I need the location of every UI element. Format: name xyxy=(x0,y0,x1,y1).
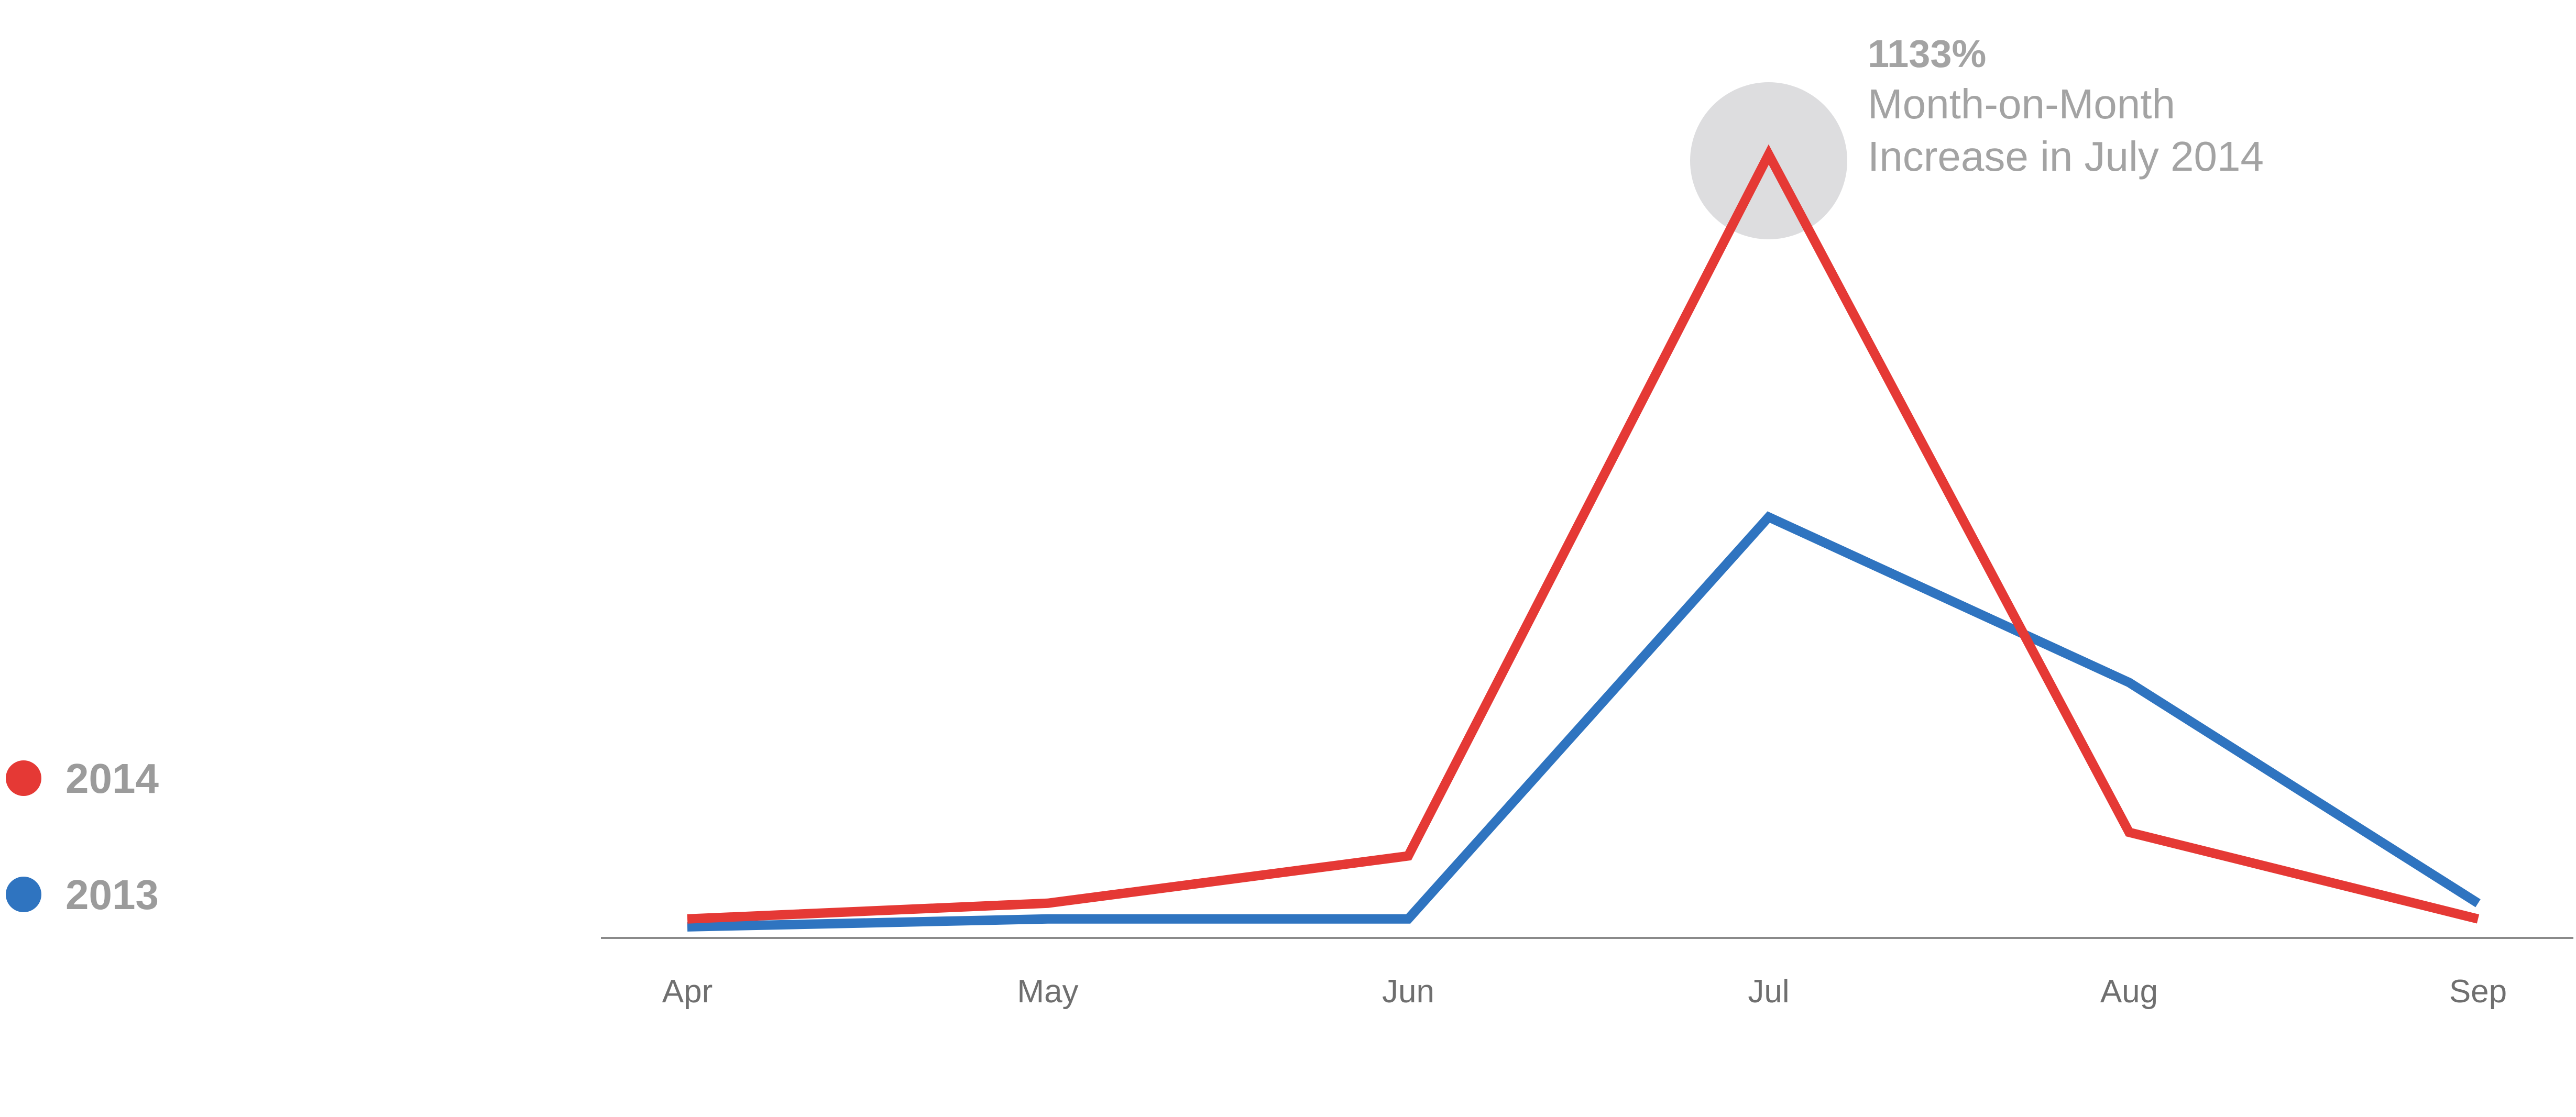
x-tick-label-jul: Jul xyxy=(1748,974,1789,1010)
series-lines xyxy=(687,144,2481,932)
series-line-2014 xyxy=(687,144,2480,924)
x-tick-label-apr: Apr xyxy=(662,974,712,1010)
legend-item-2013: 2013 xyxy=(6,871,159,918)
x-tick-label-may: May xyxy=(1017,974,1078,1010)
annotation: 1133% Month-on-Month Increase in July 20… xyxy=(1868,32,2264,180)
legend-item-2014: 2014 xyxy=(6,755,159,802)
x-tick-label-sep: Sep xyxy=(2449,974,2507,1010)
legend-marker-2013 xyxy=(6,877,41,912)
x-tick-label-jun: Jun xyxy=(1382,974,1434,1010)
x-tick-label-aug: Aug xyxy=(2100,974,2158,1010)
annotation-value: 1133% xyxy=(1868,32,1986,75)
annotation-line-1: Month-on-Month xyxy=(1868,81,2175,127)
legend-marker-2014 xyxy=(6,760,41,796)
legend-label-2013: 2013 xyxy=(65,871,159,918)
annotation-line-2: Increase in July 2014 xyxy=(1868,133,2264,180)
legend-label-2014: 2014 xyxy=(65,755,159,802)
series-line-2013 xyxy=(687,511,2481,932)
legend: 2014 2013 xyxy=(6,755,159,918)
x-axis-ticks: Apr May Jun Jul Aug Sep xyxy=(662,974,2507,1010)
